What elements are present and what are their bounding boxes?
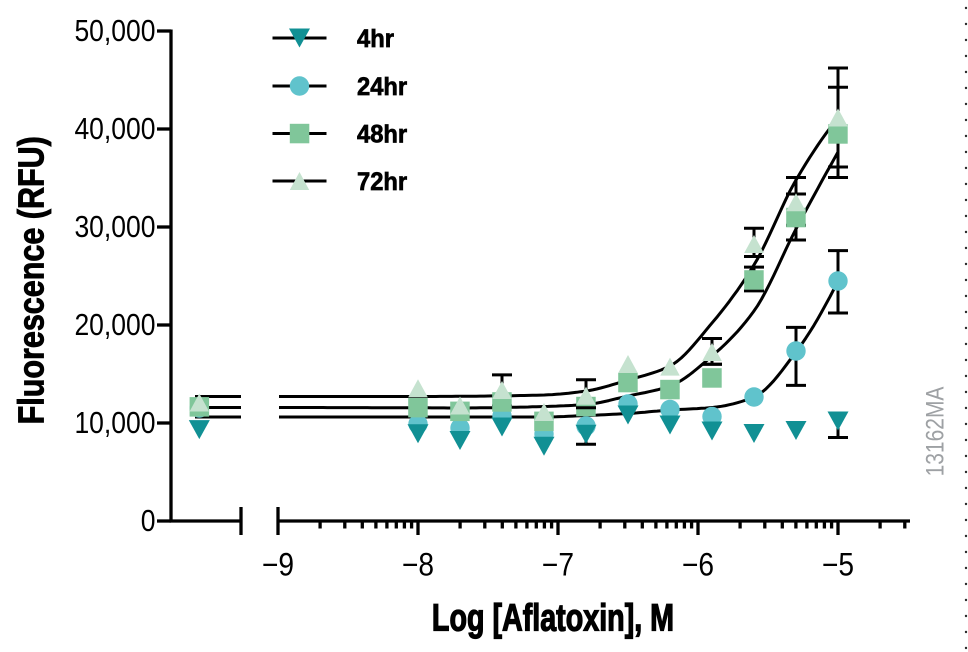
svg-text:20,000: 20,000 [74,308,155,342]
svg-text:48hr: 48hr [357,121,408,149]
svg-text:Fluorescence (RFU): Fluorescence (RFU) [12,136,52,424]
svg-text:24hr: 24hr [357,73,408,101]
svg-text:4hr: 4hr [357,25,394,53]
svg-text:Log [Aflatoxin], M: Log [Aflatoxin], M [432,598,674,640]
svg-text:72hr: 72hr [357,168,408,196]
svg-text:40,000: 40,000 [74,112,155,146]
svg-text:−5: −5 [822,548,854,583]
svg-text:−8: −8 [402,548,434,583]
svg-text:0: 0 [141,504,156,538]
svg-text:50,000: 50,000 [74,14,155,48]
svg-text:−7: −7 [542,548,574,583]
svg-text:30,000: 30,000 [74,210,155,244]
svg-text:−6: −6 [682,548,714,583]
svg-text:13162MA: 13162MA [921,386,949,476]
svg-text:−9: −9 [262,548,294,583]
svg-text:10,000: 10,000 [74,406,155,440]
